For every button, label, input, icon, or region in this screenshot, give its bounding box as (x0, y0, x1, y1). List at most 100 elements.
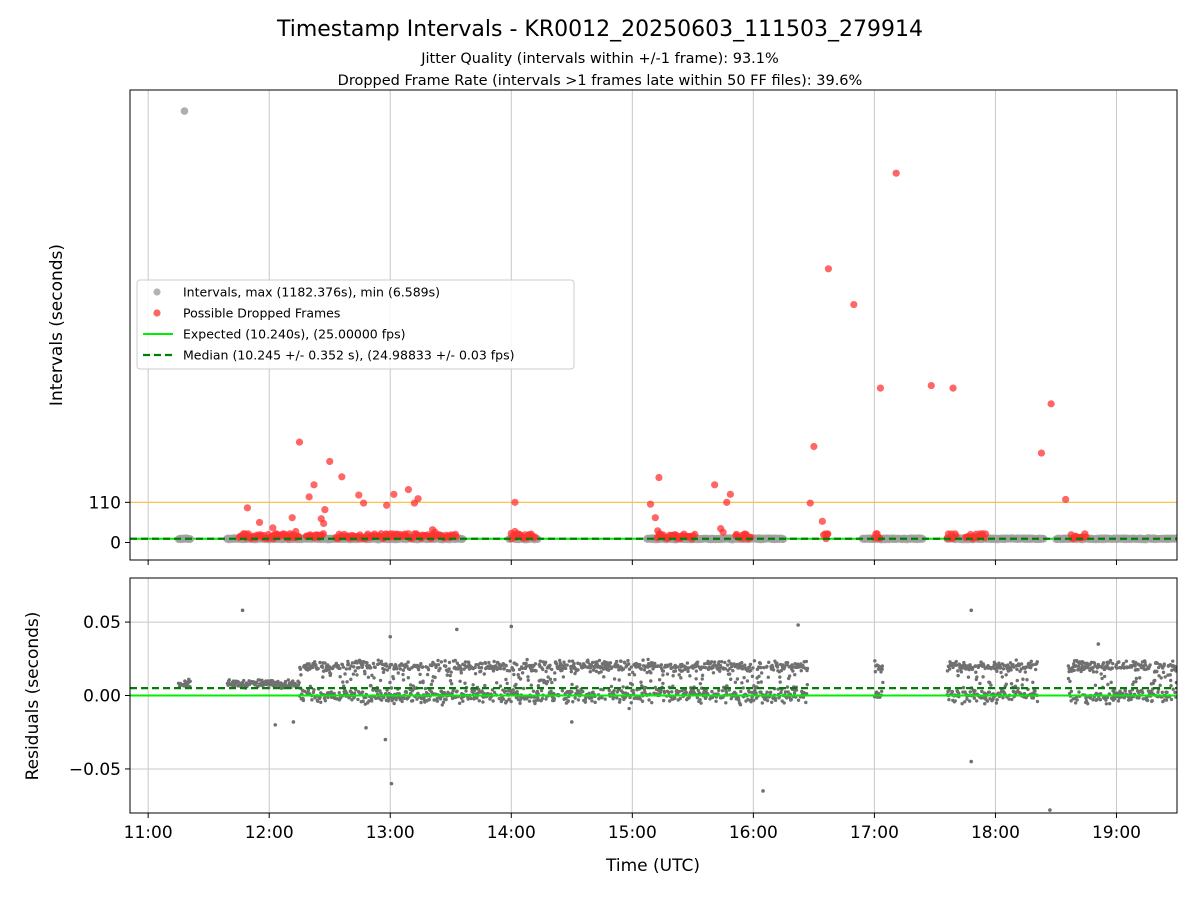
residual-point (1116, 699, 1121, 703)
residual-point (966, 675, 971, 679)
residual-point (593, 700, 597, 705)
residual-point (709, 660, 714, 664)
residual-point (1124, 659, 1129, 663)
residual-point (401, 678, 406, 682)
x-tick-label: 17:00 (850, 823, 899, 843)
residual-point (341, 665, 346, 669)
residual-point (1133, 664, 1137, 668)
dropped-frame-point (404, 485, 412, 494)
dropped-frame-point (255, 518, 264, 527)
residual-point (299, 673, 303, 677)
residual-point (471, 683, 475, 687)
residual-point (618, 697, 622, 702)
legend-dropped-marker (153, 309, 161, 317)
residual-point (507, 697, 511, 701)
residual-point (631, 691, 636, 696)
legend-median-label: Median (10.245 +/- 0.352 s), (24.98833 +… (183, 348, 514, 363)
legend: Intervals, max (1182.376s), min (6.589s)… (136, 279, 575, 370)
residual-point (805, 682, 810, 687)
dropped-frame-point (1047, 400, 1055, 408)
residual-point (503, 689, 507, 693)
residual-point (1150, 699, 1154, 703)
residual-point (531, 689, 536, 693)
dropped-frame-point (651, 514, 659, 522)
residual-point (590, 695, 594, 700)
residual-point (729, 677, 733, 681)
residual-point (603, 697, 607, 701)
residual-point (343, 672, 347, 676)
residual-point (801, 664, 805, 668)
residual-point (631, 688, 635, 693)
residual-point (1015, 678, 1019, 683)
residual-point (757, 674, 761, 679)
residual-point (665, 672, 670, 676)
residual-point (686, 669, 690, 674)
residual-point (536, 684, 541, 688)
residual-point (779, 690, 783, 695)
residual-point (505, 681, 509, 686)
residual-point (779, 668, 784, 673)
residual-point (661, 669, 666, 673)
residual-point (1028, 662, 1032, 666)
residual-point (1004, 673, 1008, 677)
residual-point (670, 690, 674, 694)
residual-outlier-point (569, 720, 574, 724)
residual-point (553, 671, 557, 675)
residual-point (676, 665, 680, 669)
residual-point (765, 664, 769, 669)
residual-point (765, 690, 769, 694)
residual-point (430, 679, 435, 683)
residual-point (436, 662, 441, 667)
residual-point (947, 667, 952, 671)
residual-point (518, 701, 522, 705)
residual-point (1129, 697, 1133, 702)
residual-point (642, 668, 647, 672)
residual-point (1009, 682, 1014, 686)
residual-point (576, 668, 580, 672)
chart-subtitle-dropped: Dropped Frame Rate (intervals >1 frames … (338, 73, 863, 89)
dropped-frame-point (292, 527, 300, 536)
residual-point (626, 662, 631, 666)
residual-point (614, 659, 619, 664)
residual-point (1140, 690, 1145, 695)
residual-point (796, 698, 801, 702)
residual-point (379, 691, 383, 696)
residual-point (569, 669, 574, 674)
residual-point (492, 690, 497, 695)
residual-point (1129, 691, 1133, 696)
residual-point (717, 688, 721, 693)
interval-grid (147, 90, 1117, 560)
residual-point (947, 688, 951, 692)
residual-point (1096, 665, 1100, 669)
residual-point (520, 671, 525, 675)
residual-point (1148, 663, 1152, 667)
residual-point (427, 698, 431, 702)
residual-point (1137, 676, 1142, 680)
residual-point (699, 701, 703, 705)
residual-point (1031, 696, 1036, 700)
residual-point (533, 662, 538, 666)
residual-point (1079, 669, 1083, 674)
residual-point (382, 667, 387, 672)
residual-point (998, 665, 1003, 670)
residual-point (570, 690, 574, 694)
residual-point (432, 698, 436, 702)
residual-point (539, 688, 544, 693)
x-tick-label: 19:00 (1092, 823, 1141, 843)
residual-point (710, 695, 715, 700)
residual-point (965, 697, 969, 701)
residual-point (1031, 663, 1035, 667)
dropped-frame-point (295, 438, 304, 446)
residual-point (960, 701, 964, 706)
residual-point (1094, 691, 1099, 696)
residual-point (538, 659, 543, 663)
residual-point (703, 665, 708, 670)
residual-point (445, 673, 449, 677)
residual-point (704, 689, 708, 693)
residual-point (770, 700, 774, 705)
residual-point (473, 672, 478, 676)
residual-point (1009, 668, 1013, 672)
residual-point (994, 701, 999, 705)
residual-point (321, 675, 325, 679)
